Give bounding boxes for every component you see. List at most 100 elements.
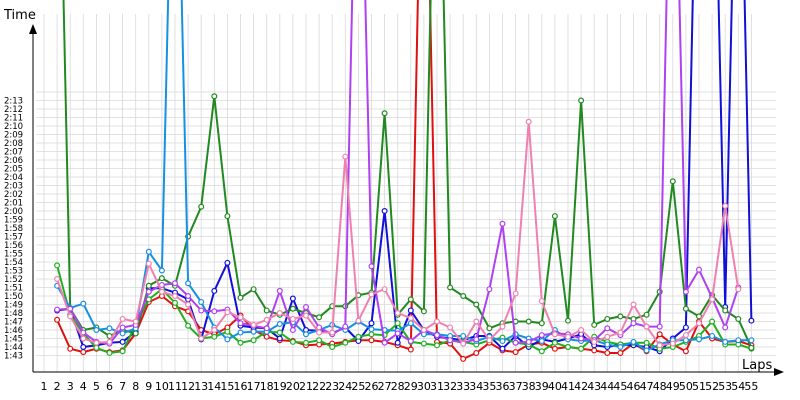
data-point [132,330,139,337]
x-tick-label: 19 [273,380,287,393]
data-point [263,325,270,332]
data-point [119,324,126,331]
data-point [722,324,729,331]
x-tick-label: 22 [312,380,326,393]
data-point [564,317,571,324]
data-point [630,320,637,327]
x-tick-label: 5 [93,380,100,393]
data-point [185,293,192,300]
data-point [420,308,427,315]
data-point [630,301,637,308]
data-point [368,331,375,338]
data-point [67,313,74,320]
x-tick-label: 51 [692,380,706,393]
data-point [250,328,257,335]
data-point [460,355,467,362]
y-tick-label: 1:51 [4,284,23,294]
data-point [237,339,244,346]
y-tick-label: 2:08 [4,139,23,149]
data-point [132,318,139,325]
x-tick-label: 28 [391,380,405,393]
data-point [276,310,283,317]
data-point [407,346,414,353]
data-point [303,339,310,346]
data-point [119,348,126,355]
data-point [145,260,152,267]
x-tick-label: 38 [522,380,536,393]
data-point [735,315,742,322]
data-point [682,332,689,339]
x-axis-arrow-icon [774,368,784,376]
x-tick-label: 21 [299,380,313,393]
x-tick-label: 44 [600,380,614,393]
x-tick-label: 15 [220,380,234,393]
data-point [591,347,598,354]
data-point [499,345,506,352]
data-point [669,178,676,185]
data-point [722,307,729,314]
data-point [473,349,480,356]
data-point [682,288,689,295]
data-point [106,349,113,356]
data-point [54,276,61,283]
data-point [591,321,598,328]
y-tick-label: 2:13 [4,97,23,107]
data-point [643,339,650,346]
data-point [486,337,493,344]
x-tick-label: 43 [587,380,601,393]
data-point [106,325,113,332]
data-point [473,301,480,308]
data-point [591,338,598,345]
data-point [407,320,414,327]
data-point [643,311,650,318]
data-point [211,93,218,100]
data-point [250,286,257,293]
data-point [434,342,441,349]
data-point [538,320,545,327]
data-point [276,321,283,328]
data-point [525,338,532,345]
data-point [289,315,296,322]
data-point [512,339,519,346]
x-axis-title: Laps [742,358,772,373]
data-point [316,329,323,336]
data-point [172,280,179,287]
data-point [381,339,388,346]
data-point [289,305,296,312]
x-tick-label: 30 [417,380,431,393]
data-point [499,338,506,345]
data-point [368,337,375,344]
data-point [316,337,323,344]
data-point [656,331,663,338]
y-tick-labels: 1:431:441:451:461:471:481:491:501:511:52… [4,97,23,362]
y-tick-label: 2:02 [4,190,23,200]
data-point [185,301,192,308]
data-point [656,323,663,330]
data-point [355,317,362,324]
data-point [420,327,427,334]
data-point [224,213,231,220]
data-point [93,339,100,346]
data-point [342,153,349,160]
data-point [289,327,296,334]
data-point [368,326,375,333]
data-point [198,307,205,314]
data-point [250,337,257,344]
x-tick-label: 48 [653,380,667,393]
data-point [381,208,388,215]
data-point [342,323,349,330]
data-point [643,323,650,330]
x-tick-label: 53 [718,380,732,393]
x-tick-label: 49 [666,380,680,393]
data-point [695,336,702,343]
data-point [669,340,676,347]
data-point [224,309,231,316]
data-point [119,338,126,345]
series-line [56,0,752,360]
x-tick-label: 23 [325,380,339,393]
data-point [578,345,585,352]
y-tick-label: 2:05 [4,165,23,175]
y-tick-label: 2:12 [4,105,23,115]
data-point [604,315,611,322]
